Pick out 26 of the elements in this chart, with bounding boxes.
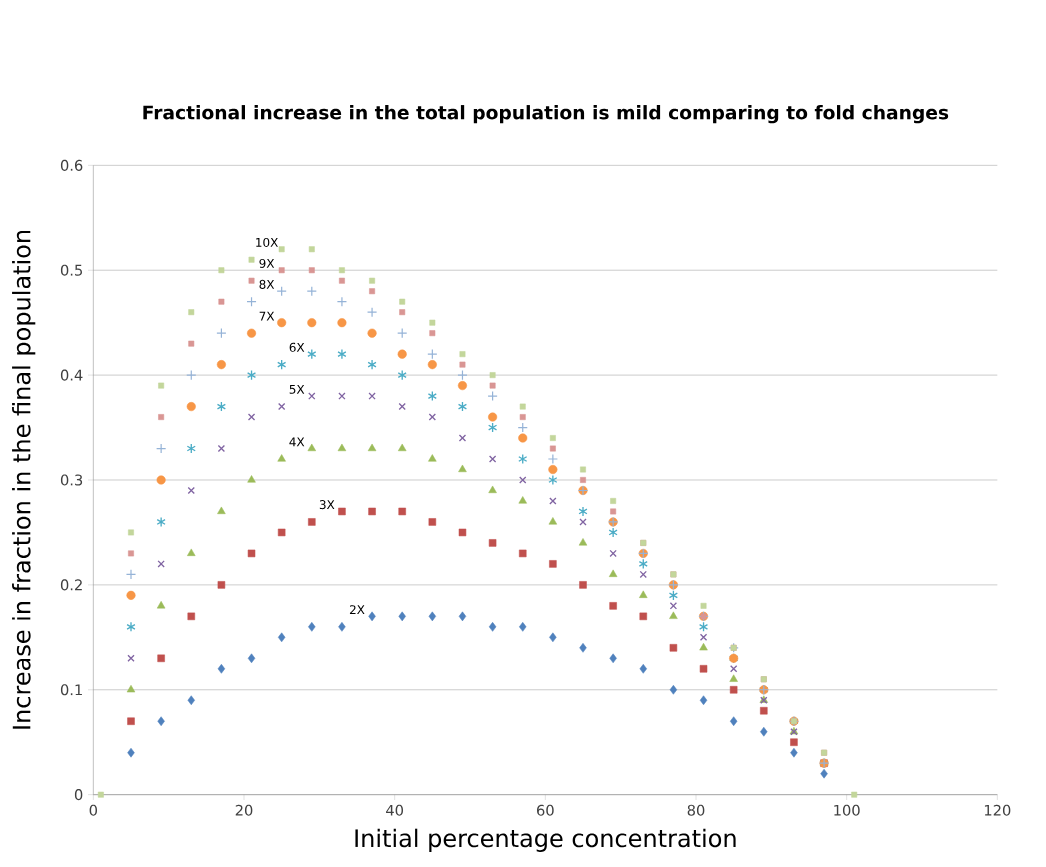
x-tick-label: 40: [386, 804, 404, 816]
series-label: 4X: [289, 437, 305, 447]
x-tick-label: 0: [89, 804, 98, 816]
y-tick-label: 0.4: [60, 369, 83, 381]
y-axis-title: Increase in fraction in the final population: [12, 231, 36, 729]
series-label: 9X: [259, 259, 275, 269]
y-tick-label: 0.2: [60, 579, 82, 591]
x-tick-label: 100: [834, 804, 860, 816]
series-label: 2X: [349, 605, 365, 615]
series-label: 10X: [256, 238, 278, 248]
y-tick-label: 0.1: [60, 684, 82, 696]
y-tick-label: 0.6: [60, 159, 83, 172]
y-tick-label: 0: [74, 789, 83, 801]
y-tick-label: 0.5: [60, 264, 83, 276]
series-label: 6X: [289, 342, 305, 353]
series-label: 5X: [289, 385, 305, 394]
x-tick-label: 120: [984, 804, 1011, 816]
x-tick-label: 60: [537, 804, 554, 816]
series-label: 8X: [259, 280, 275, 290]
x-tick-label: 80: [687, 804, 705, 816]
y-tick-label: 0.3: [60, 474, 83, 486]
series-label: 7X: [259, 311, 275, 321]
x-axis-title: Initial percentage concentration: [355, 828, 736, 853]
series-label: 3X: [319, 500, 335, 510]
chart-title: Fractional increase in the total population is mild comparing to fold changes: [143, 105, 949, 124]
x-tick-label: 20: [235, 804, 253, 816]
